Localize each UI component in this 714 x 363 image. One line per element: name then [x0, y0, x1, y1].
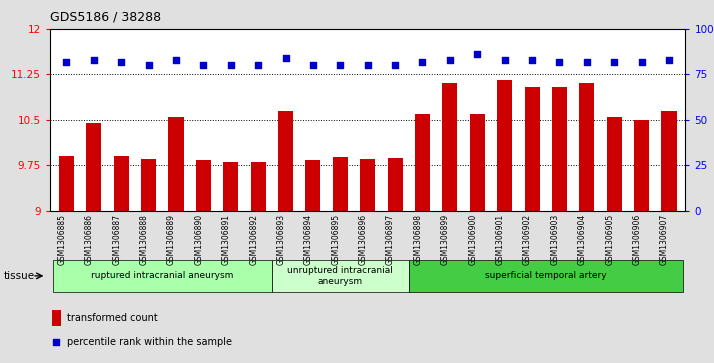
Text: GSM1306899: GSM1306899: [441, 214, 450, 265]
Bar: [497, 81, 512, 211]
Text: GSM1306900: GSM1306900: [468, 214, 477, 265]
Point: [253, 62, 264, 68]
Text: GSM1306894: GSM1306894: [304, 214, 313, 265]
Text: GSM1306904: GSM1306904: [578, 214, 587, 265]
Point: [88, 57, 99, 63]
Text: GSM1306888: GSM1306888: [139, 214, 149, 265]
Bar: [360, 159, 376, 211]
Text: GSM1306889: GSM1306889: [167, 214, 176, 265]
Text: GSM1306897: GSM1306897: [386, 214, 395, 265]
Point: [581, 59, 593, 65]
Text: GSM1306898: GSM1306898: [413, 214, 423, 265]
Text: GSM1306893: GSM1306893: [276, 214, 286, 265]
Bar: [51, 310, 61, 326]
Point: [362, 62, 373, 68]
Point: [335, 62, 346, 68]
Bar: [661, 111, 677, 211]
Point: [526, 57, 538, 63]
Point: [554, 59, 565, 65]
Bar: [114, 156, 129, 211]
Point: [417, 59, 428, 65]
Point: [608, 59, 620, 65]
Bar: [470, 114, 485, 211]
Bar: [607, 117, 622, 211]
Bar: [59, 156, 74, 211]
Bar: [409, 260, 683, 292]
Point: [389, 62, 401, 68]
Bar: [272, 260, 409, 292]
Bar: [525, 86, 540, 211]
Bar: [86, 123, 101, 211]
Point: [198, 62, 209, 68]
Point: [636, 59, 648, 65]
Point: [663, 57, 675, 63]
Bar: [278, 111, 293, 211]
Point: [116, 59, 127, 65]
Text: tissue: tissue: [4, 271, 35, 281]
Bar: [415, 114, 430, 211]
Point: [471, 52, 483, 57]
Bar: [169, 117, 183, 211]
Text: GSM1306892: GSM1306892: [249, 214, 258, 265]
Text: GSM1306886: GSM1306886: [85, 214, 94, 265]
Bar: [333, 157, 348, 211]
Bar: [141, 159, 156, 211]
Point: [143, 62, 154, 68]
Bar: [634, 120, 649, 211]
Bar: [443, 83, 458, 211]
Point: [61, 59, 72, 65]
Point: [307, 62, 318, 68]
Text: GDS5186 / 38288: GDS5186 / 38288: [50, 11, 161, 24]
Text: transformed count: transformed count: [67, 313, 159, 323]
Point: [170, 57, 181, 63]
Text: ruptured intracranial aneurysm: ruptured intracranial aneurysm: [91, 272, 233, 280]
Text: GSM1306885: GSM1306885: [57, 214, 66, 265]
Bar: [251, 162, 266, 211]
Text: GSM1306887: GSM1306887: [112, 214, 121, 265]
Text: GSM1306902: GSM1306902: [523, 214, 532, 265]
Text: GSM1306901: GSM1306901: [496, 214, 505, 265]
Text: GSM1306905: GSM1306905: [605, 214, 614, 265]
Bar: [53, 260, 272, 292]
Point: [51, 339, 62, 344]
Point: [225, 62, 236, 68]
Text: superficial temporal artery: superficial temporal artery: [485, 272, 607, 280]
Bar: [223, 162, 238, 211]
Text: GSM1306903: GSM1306903: [550, 214, 560, 265]
Text: GSM1306891: GSM1306891: [222, 214, 231, 265]
Point: [280, 55, 291, 61]
Point: [499, 57, 511, 63]
Text: GSM1306890: GSM1306890: [194, 214, 203, 265]
Text: GSM1306895: GSM1306895: [331, 214, 341, 265]
Text: unruptured intracranial
aneurysm: unruptured intracranial aneurysm: [287, 266, 393, 286]
Bar: [306, 160, 321, 211]
Bar: [579, 83, 594, 211]
Text: percentile rank within the sample: percentile rank within the sample: [67, 337, 233, 347]
Bar: [196, 160, 211, 211]
Bar: [388, 158, 403, 211]
Text: GSM1306906: GSM1306906: [633, 214, 642, 265]
Text: GSM1306896: GSM1306896: [358, 214, 368, 265]
Bar: [552, 86, 567, 211]
Point: [444, 57, 456, 63]
Text: GSM1306907: GSM1306907: [660, 214, 669, 265]
